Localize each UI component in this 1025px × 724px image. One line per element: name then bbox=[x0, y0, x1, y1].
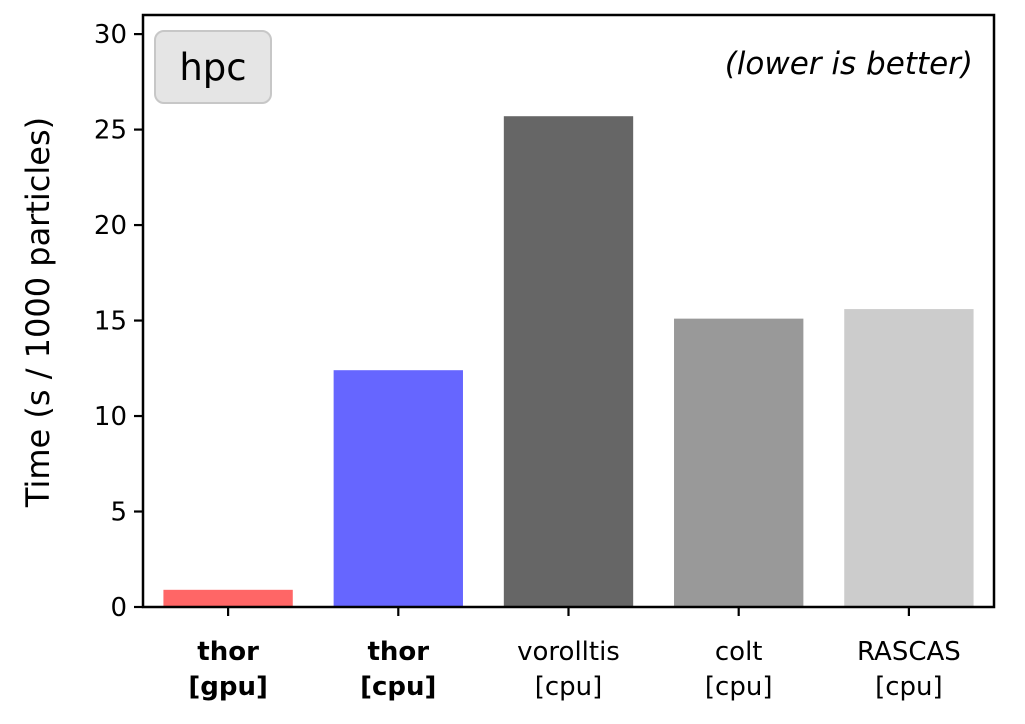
bar bbox=[674, 318, 804, 607]
y-axis-ticks: 0 5 10 15 20 25 30 bbox=[94, 20, 143, 623]
x-tick-label-device: [cpu] bbox=[875, 672, 943, 702]
y-tick-label: 15 bbox=[94, 307, 127, 337]
bar bbox=[333, 370, 463, 607]
bar bbox=[844, 309, 974, 607]
y-tick-label: 5 bbox=[110, 498, 127, 528]
bar bbox=[163, 589, 293, 607]
x-tick-label-name: vorolltis bbox=[517, 637, 620, 667]
y-tick-label: 30 bbox=[94, 20, 127, 50]
x-axis-ticks: thor [gpu] thor [cpu] vorolltis [cpu] colt [cpu… bbox=[188, 607, 961, 702]
y-tick-label: 20 bbox=[94, 211, 127, 241]
hpc-badge-box bbox=[154, 30, 272, 104]
plot-frame bbox=[141, 13, 996, 609]
bar bbox=[503, 116, 634, 608]
hpc-badge: hpc bbox=[154, 30, 272, 104]
x-tick-label-name: thor bbox=[367, 637, 429, 667]
x-tick-label-device: [cpu] bbox=[705, 672, 773, 702]
x-tick-label-name: RASCAS bbox=[857, 637, 961, 667]
y-tick-label: 0 bbox=[110, 593, 127, 623]
bars-group bbox=[163, 116, 974, 608]
x-tick-label-name: colt bbox=[715, 637, 763, 667]
hpc-badge-label: hpc bbox=[179, 46, 246, 89]
lower-is-better-note: (lower is better) bbox=[725, 46, 973, 82]
x-tick-label-device: [gpu] bbox=[188, 672, 268, 702]
y-tick-label: 25 bbox=[94, 116, 127, 146]
x-tick-label-name: thor bbox=[197, 637, 259, 667]
x-tick-label-device: [cpu] bbox=[360, 672, 436, 702]
x-tick-label-device: [cpu] bbox=[535, 672, 603, 702]
y-tick-label: 10 bbox=[94, 402, 127, 432]
y-axis-title: Time (s / 1000 particles) bbox=[19, 117, 57, 508]
